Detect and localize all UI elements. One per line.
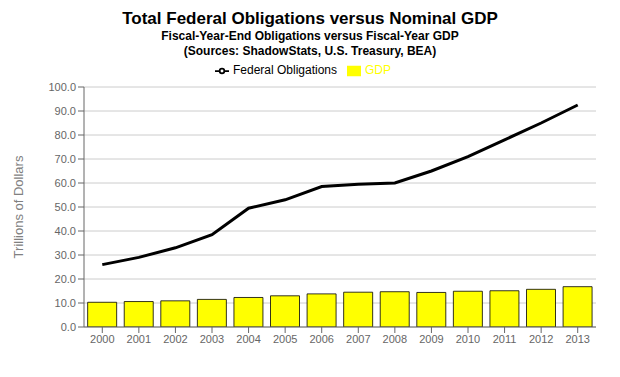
svg-text:70.0: 70.0 bbox=[55, 153, 76, 165]
html-text:Fiscal-Year-End Obligations ve: Fiscal-Year-End Obligations versus Fisca… bbox=[161, 29, 459, 43]
svg-text:2011: 2011 bbox=[493, 333, 517, 345]
svg-text:30.0: 30.0 bbox=[55, 249, 76, 261]
svg-text:2000: 2000 bbox=[90, 333, 114, 345]
svg-text:2002: 2002 bbox=[163, 333, 187, 345]
html-text:Total Federal Obligations vers: Total Federal Obligations versus Nominal… bbox=[122, 9, 498, 28]
svg-text:Trillions of Dollars: Trillions of Dollars bbox=[11, 155, 26, 258]
svg-text:20.0: 20.0 bbox=[55, 273, 76, 285]
svg-text:10.0: 10.0 bbox=[55, 297, 76, 309]
html-text:Federal Obligations: Federal Obligations bbox=[233, 63, 337, 77]
svg-text:90.0: 90.0 bbox=[55, 105, 76, 117]
svg-text:2009: 2009 bbox=[419, 333, 443, 345]
svg-text:2013: 2013 bbox=[565, 333, 589, 345]
svg-text:2010: 2010 bbox=[456, 333, 480, 345]
html-text:GDP: GDP bbox=[365, 63, 391, 77]
svg-text:50.0: 50.0 bbox=[55, 201, 76, 213]
svg-text:2006: 2006 bbox=[309, 333, 333, 345]
svg-text:2008: 2008 bbox=[383, 333, 407, 345]
html-text:(Sources: ShadowStats, U.S. Tr: (Sources: ShadowStats, U.S. Treasury, BE… bbox=[183, 44, 437, 58]
svg-text:2003: 2003 bbox=[200, 333, 224, 345]
svg-text:40.0: 40.0 bbox=[55, 225, 76, 237]
svg-text:100.0: 100.0 bbox=[48, 81, 76, 93]
svg-text:2012: 2012 bbox=[529, 333, 553, 345]
svg-text:2007: 2007 bbox=[346, 333, 370, 345]
svg-text:0.0: 0.0 bbox=[61, 321, 76, 333]
svg-text:2004: 2004 bbox=[236, 333, 260, 345]
svg-text:2001: 2001 bbox=[127, 333, 151, 345]
svg-text:80.0: 80.0 bbox=[55, 129, 76, 141]
svg-text:2005: 2005 bbox=[273, 333, 297, 345]
svg-text:60.0: 60.0 bbox=[55, 177, 76, 189]
